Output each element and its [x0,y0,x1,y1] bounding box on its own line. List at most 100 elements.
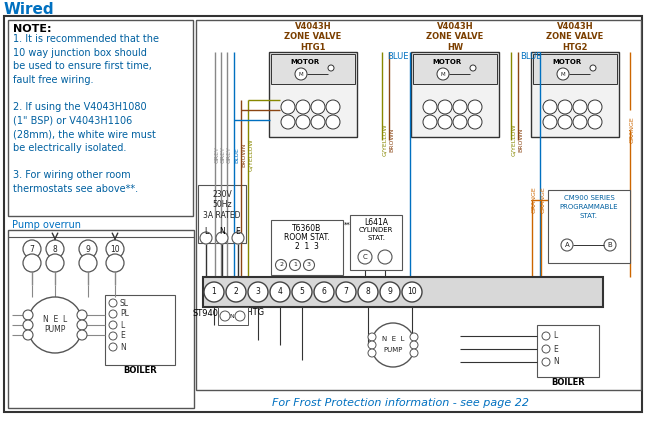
Text: BROWN: BROWN [518,128,523,152]
Text: BOILER: BOILER [551,378,585,387]
Circle shape [220,311,230,321]
Circle shape [378,250,392,264]
Circle shape [109,343,117,351]
Text: MOTOR: MOTOR [291,59,320,65]
Circle shape [204,282,224,302]
Text: 1. It is recommended that the
10 way junction box should
be used to ensure first: 1. It is recommended that the 10 way jun… [13,34,159,194]
Text: HW HTG: HW HTG [230,308,265,317]
Text: **: ** [344,222,351,228]
Circle shape [296,100,310,114]
Circle shape [358,282,378,302]
Circle shape [453,115,467,129]
Circle shape [226,282,246,302]
Text: GREY: GREY [215,146,220,163]
Circle shape [543,115,557,129]
Text: 9: 9 [85,244,91,254]
Bar [271,220,343,275]
Text: PROGRAMMABLE: PROGRAMMABLE [560,204,619,210]
Circle shape [588,115,602,129]
Bar [548,190,630,263]
Text: M: M [561,71,565,76]
Circle shape [200,232,212,244]
Text: MOTOR: MOTOR [432,59,461,65]
Text: ORANGE: ORANGE [630,116,635,143]
Text: L: L [553,332,557,341]
Circle shape [604,239,616,251]
Bar [218,307,248,325]
Circle shape [438,100,452,114]
Bar [350,215,402,270]
Text: 8: 8 [52,244,58,254]
Text: E: E [236,227,241,236]
Circle shape [23,320,33,330]
Circle shape [542,345,550,353]
Text: BROWN: BROWN [241,143,246,167]
Text: PUMP: PUMP [383,347,402,353]
Text: Wired: Wired [4,2,54,17]
Text: 10: 10 [110,244,120,254]
Circle shape [314,282,334,302]
Text: M: M [299,71,303,76]
Text: SL: SL [120,298,129,308]
Circle shape [296,115,310,129]
Circle shape [561,239,573,251]
Circle shape [328,65,334,71]
Text: N  E  L: N E L [43,314,67,324]
Text: BLUE: BLUE [234,147,239,163]
Text: V4043H
ZONE VALVE
HTG1: V4043H ZONE VALVE HTG1 [285,22,342,52]
Text: N: N [120,343,126,352]
Text: STAT.: STAT. [580,213,598,219]
Text: GREY: GREY [221,146,226,163]
Circle shape [470,65,476,71]
Circle shape [438,115,452,129]
Circle shape [410,349,418,357]
Circle shape [109,332,117,340]
Bar [271,54,355,84]
Text: G/YELLOW: G/YELLOW [382,124,387,156]
Bar [413,54,497,84]
Circle shape [380,282,400,302]
Text: CYLINDER: CYLINDER [359,227,393,233]
Circle shape [46,240,64,258]
Text: T6360B: T6360B [292,224,322,233]
Text: 10: 10 [407,287,417,297]
Text: 3: 3 [307,262,311,268]
Circle shape [468,100,482,114]
Text: V4043H
ZONE VALVE
HTG2: V4043H ZONE VALVE HTG2 [546,22,604,52]
Circle shape [292,282,312,302]
Text: Pump overrun: Pump overrun [12,220,81,230]
Circle shape [410,333,418,341]
Circle shape [402,282,422,302]
Text: L641A: L641A [364,218,388,227]
Circle shape [109,299,117,307]
Text: 6: 6 [322,287,327,297]
Circle shape [79,240,97,258]
Bar [537,325,599,377]
Text: ORANGE: ORANGE [541,187,546,214]
Circle shape [468,115,482,129]
Circle shape [326,100,340,114]
Circle shape [276,260,287,271]
Circle shape [326,115,340,129]
Circle shape [77,310,87,320]
Text: N: N [230,314,234,319]
Text: L: L [204,227,208,236]
Bar [8,20,193,216]
Text: NOTE:: NOTE: [13,24,52,34]
Text: ROOM STAT.: ROOM STAT. [284,233,330,242]
Circle shape [573,100,587,114]
Circle shape [106,240,124,258]
Circle shape [23,310,33,320]
Text: PL: PL [120,309,129,319]
Circle shape [216,232,228,244]
Circle shape [27,297,83,353]
Circle shape [311,115,325,129]
Circle shape [543,100,557,114]
Text: 2  1  3: 2 1 3 [295,242,319,251]
Text: E: E [553,344,558,354]
Circle shape [248,282,268,302]
Text: 2: 2 [234,287,238,297]
Bar [203,277,603,307]
Text: BOILER: BOILER [123,366,157,375]
Text: E: E [120,332,125,341]
